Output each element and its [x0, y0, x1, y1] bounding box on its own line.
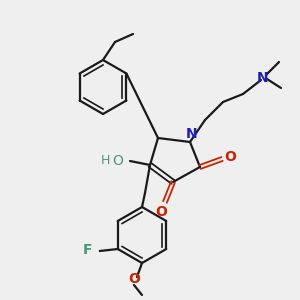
Text: O: O [128, 272, 140, 286]
Text: O: O [112, 154, 123, 168]
Text: N: N [186, 127, 198, 141]
Text: F: F [83, 243, 92, 257]
Text: H: H [100, 154, 110, 166]
Text: O: O [224, 150, 236, 164]
Text: O: O [155, 205, 167, 219]
Text: N: N [257, 71, 269, 85]
